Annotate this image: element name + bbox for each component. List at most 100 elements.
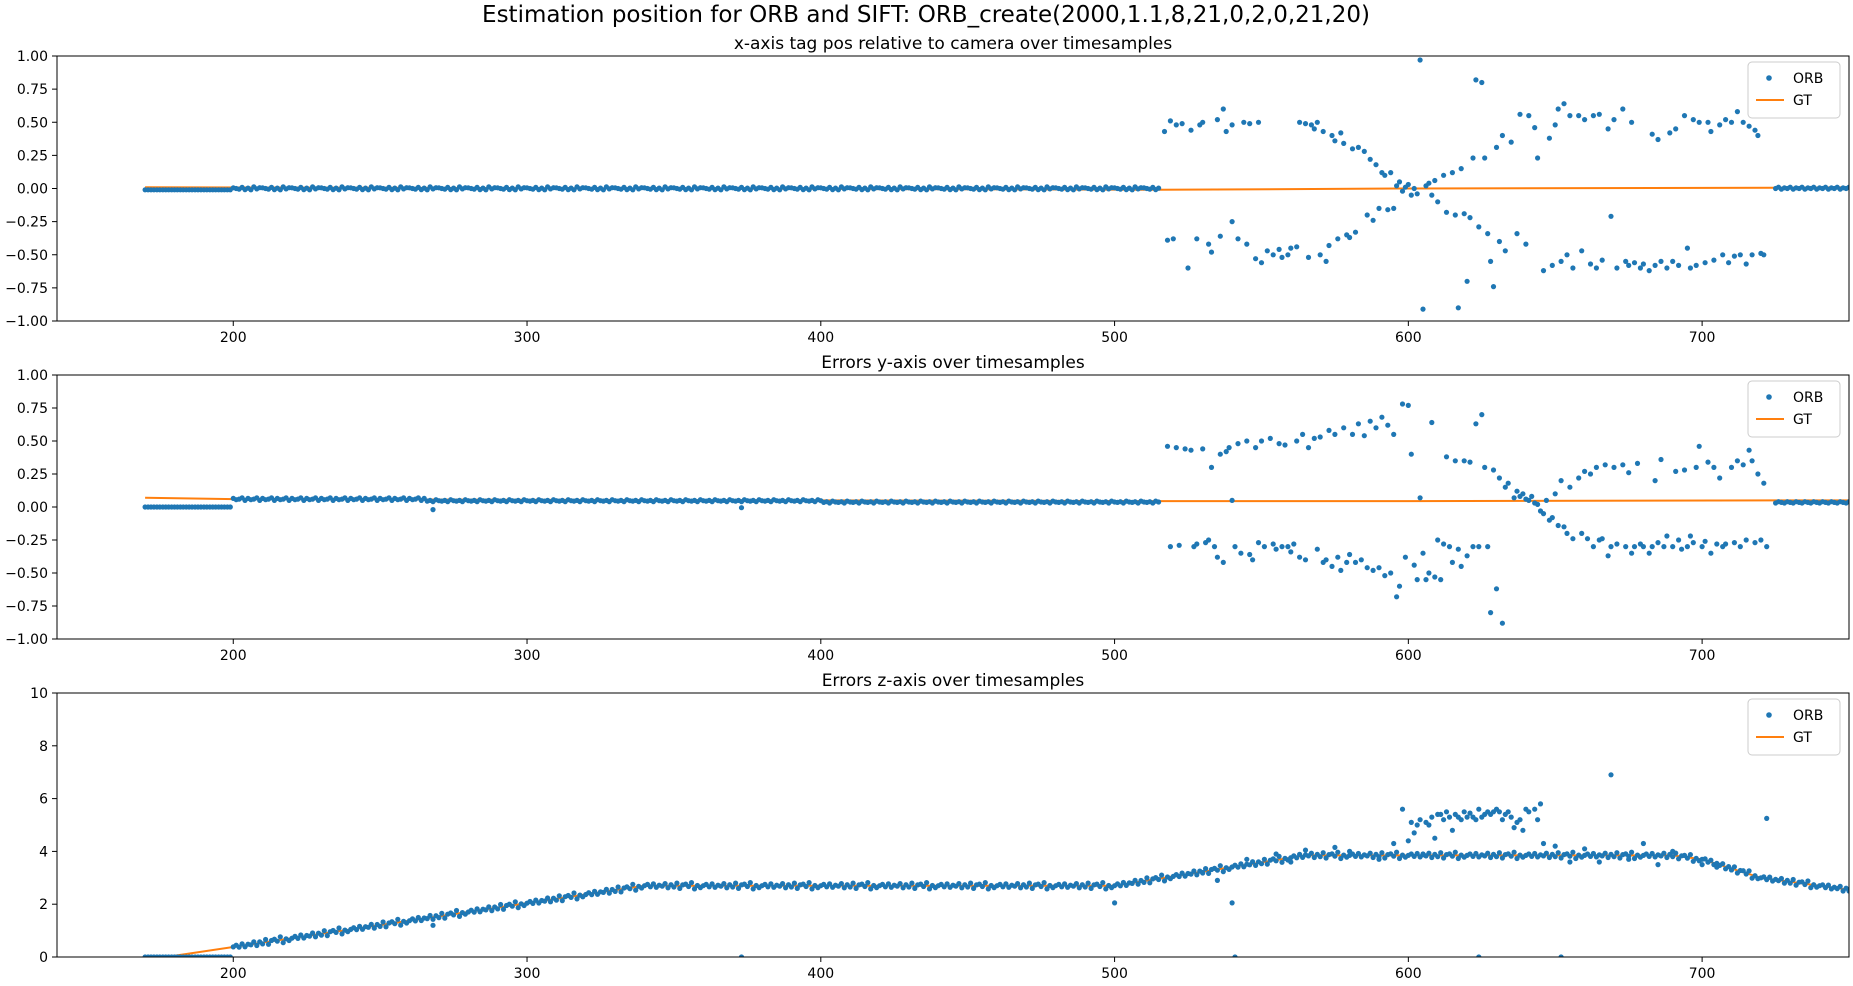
orb-point: [1670, 848, 1676, 855]
orb-point: [1414, 850, 1420, 857]
orb-point: [1311, 435, 1317, 441]
orb-point: [1652, 262, 1658, 268]
orb-point: [1443, 809, 1450, 815]
orb-point: [650, 881, 657, 887]
legend-orb-label: ORB: [1793, 708, 1823, 724]
orb-point: [1347, 234, 1353, 241]
orb-point: [809, 886, 815, 892]
orb-point: [1520, 491, 1526, 497]
orb-point: [1211, 544, 1218, 550]
orb-point: [1396, 855, 1403, 862]
orb-point: [310, 930, 316, 936]
x-tick-label: 200: [220, 330, 247, 346]
orb-point: [1417, 57, 1423, 63]
x-tick-label: 500: [1101, 648, 1128, 664]
orb-point: [368, 921, 374, 927]
orb-point: [1244, 241, 1250, 247]
orb-point: [1164, 237, 1171, 243]
x-tick-label: 300: [514, 648, 541, 664]
orb-point: [1667, 130, 1673, 136]
orb-point: [1482, 155, 1488, 161]
orb-point: [1355, 850, 1361, 857]
orb-point: [965, 884, 971, 890]
orb-point: [1023, 884, 1029, 890]
orb-point: [1273, 546, 1279, 552]
orb-point: [686, 883, 692, 890]
orb-point: [1684, 245, 1690, 251]
orb-point: [1476, 806, 1482, 812]
orb-point: [1255, 119, 1262, 125]
orb-point: [1676, 537, 1682, 543]
orb-point: [1705, 119, 1711, 125]
orb-point: [1590, 850, 1596, 857]
orb-point: [1467, 810, 1473, 816]
orb-point: [982, 880, 988, 886]
orb-point: [618, 889, 624, 895]
orb-point: [1355, 144, 1361, 150]
orb-point: [1593, 265, 1599, 271]
orb-point: [1435, 537, 1441, 543]
orb-point: [1714, 541, 1720, 547]
orb-point: [1673, 126, 1679, 132]
orb-point: [1620, 106, 1626, 112]
orb-point: [395, 916, 401, 922]
orb-point: [1502, 484, 1508, 490]
orb-point: [1317, 854, 1323, 860]
y-tick-label: 1.00: [17, 49, 48, 65]
orb-point: [1420, 851, 1426, 857]
orb-point: [1367, 418, 1373, 424]
orb-point: [1564, 530, 1570, 537]
y-tick-label: 0.50: [17, 434, 48, 450]
orb-point: [1420, 550, 1426, 556]
orb-point: [1626, 470, 1632, 476]
orb-point: [1708, 857, 1714, 863]
orb-point: [436, 915, 442, 921]
y-error-panel: Errors y-axis over timesamples 200 300 400 5…: [5, 353, 1850, 664]
orb-point: [1555, 850, 1561, 856]
orb-point: [1229, 497, 1235, 503]
orb-point: [1191, 868, 1197, 874]
legend-gt-label: GT: [1793, 93, 1812, 109]
orb-point: [1347, 848, 1353, 855]
orb-point: [1223, 449, 1229, 455]
orb-point: [1714, 864, 1720, 870]
orb-point: [1646, 550, 1652, 556]
orb-point: [956, 881, 962, 887]
orb-point: [1338, 567, 1344, 574]
orb-point: [1596, 859, 1602, 865]
orb-point: [1728, 119, 1735, 125]
plot-data: [142, 57, 1849, 312]
orb-point: [1508, 814, 1514, 820]
orb-point: [1141, 879, 1147, 886]
orb-point: [1631, 855, 1638, 862]
orb-point: [1326, 427, 1332, 433]
orb-point: [677, 885, 683, 892]
orb-point: [1523, 241, 1529, 247]
orb-point: [1279, 254, 1285, 260]
orb-point: [738, 505, 745, 511]
orb-point: [1488, 258, 1494, 264]
orb-point: [1244, 438, 1250, 444]
orb-point: [274, 938, 280, 944]
orb-point: [1391, 840, 1397, 847]
orb-point: [1399, 188, 1406, 194]
orb-point: [1194, 236, 1200, 242]
orb-point: [556, 893, 562, 899]
orb-point: [985, 886, 991, 892]
orb-point: [1640, 261, 1646, 267]
orb-point: [1449, 170, 1455, 176]
orb-point: [1676, 262, 1682, 268]
orb-point: [750, 886, 756, 892]
figure-title: Estimation position for ORB and SIFT: OR…: [482, 2, 1370, 28]
orb-point: [1508, 853, 1514, 859]
orb-point: [1156, 499, 1162, 505]
orb-point: [1244, 856, 1250, 862]
orb-point: [1041, 880, 1047, 886]
orb-point: [603, 886, 610, 892]
orb-point: [1514, 488, 1520, 494]
orb-point: [1229, 122, 1235, 128]
orb-point: [1417, 817, 1423, 823]
x-tick-label: 500: [1101, 330, 1128, 346]
orb-point: [1696, 443, 1702, 449]
